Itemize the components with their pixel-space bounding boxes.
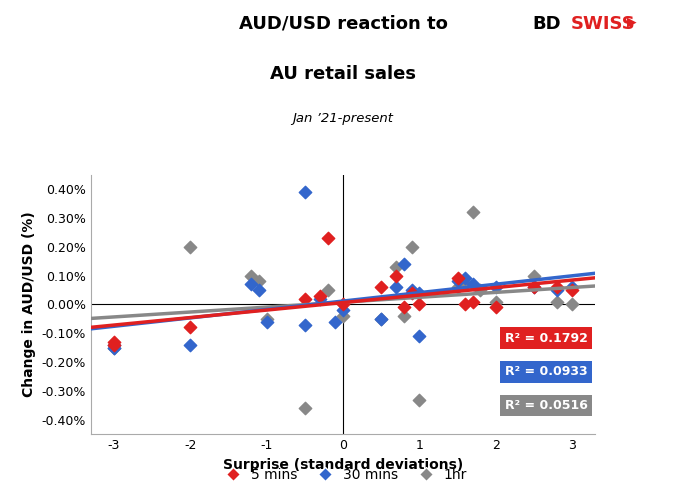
Point [490,303,501,311]
Point [414,289,425,297]
Point [490,283,501,291]
Point [566,286,578,294]
Point [185,323,196,331]
Point [261,318,272,326]
Text: AU retail sales: AU retail sales [270,65,416,83]
Point [398,260,409,268]
Point [185,341,196,349]
Y-axis label: Change in AUD/USD (%): Change in AUD/USD (%) [22,212,36,397]
Point [108,341,120,349]
Point [299,188,310,196]
Point [467,208,478,216]
Text: R² = 0.1792: R² = 0.1792 [505,332,587,345]
Text: ▶: ▶ [626,15,636,28]
Point [253,286,265,294]
Point [246,271,257,279]
Point [452,277,463,285]
Point [391,283,402,291]
Point [406,243,417,250]
Point [337,306,349,314]
Text: R² = 0.0933: R² = 0.0933 [505,365,587,378]
Point [108,344,120,352]
Point [376,315,387,323]
Text: SWISS: SWISS [570,15,636,33]
Point [337,312,349,320]
Point [376,315,387,323]
Point [253,277,265,285]
X-axis label: Surprise (standard deviations): Surprise (standard deviations) [223,458,463,472]
Point [376,283,387,291]
Point [108,344,120,352]
Point [452,283,463,291]
Point [322,286,333,294]
Point [528,283,540,291]
Point [322,234,333,242]
Point [314,292,326,300]
Point [551,283,562,291]
Point [467,280,478,288]
Point [475,286,486,294]
Point [566,300,578,308]
Point [452,274,463,282]
Point [414,396,425,404]
Point [314,294,326,302]
Point [460,274,471,282]
Point [551,297,562,305]
Point [391,263,402,271]
Text: Jan ’21-present: Jan ’21-present [293,112,393,125]
Point [299,294,310,302]
Point [398,303,409,311]
Point [108,338,120,346]
Point [330,318,341,326]
Point [566,283,578,291]
Point [406,289,417,297]
Point [460,300,471,308]
Text: BD: BD [532,15,561,33]
Point [467,297,478,305]
Point [490,297,501,305]
Point [551,286,562,294]
Point [414,300,425,308]
Text: AUD/USD reaction to: AUD/USD reaction to [239,15,447,33]
Point [299,404,310,412]
Point [406,286,417,294]
Point [391,271,402,279]
Point [299,320,310,328]
Point [108,341,120,349]
Point [460,280,471,288]
Point [414,332,425,340]
Point [528,271,540,279]
Point [528,283,540,291]
Legend: 5 mins, 30 mins, 1hr: 5 mins, 30 mins, 1hr [214,462,473,487]
Point [246,280,257,288]
Point [185,243,196,250]
Point [337,300,349,308]
Point [261,315,272,323]
Point [398,312,409,320]
Text: R² = 0.0516: R² = 0.0516 [505,399,587,412]
